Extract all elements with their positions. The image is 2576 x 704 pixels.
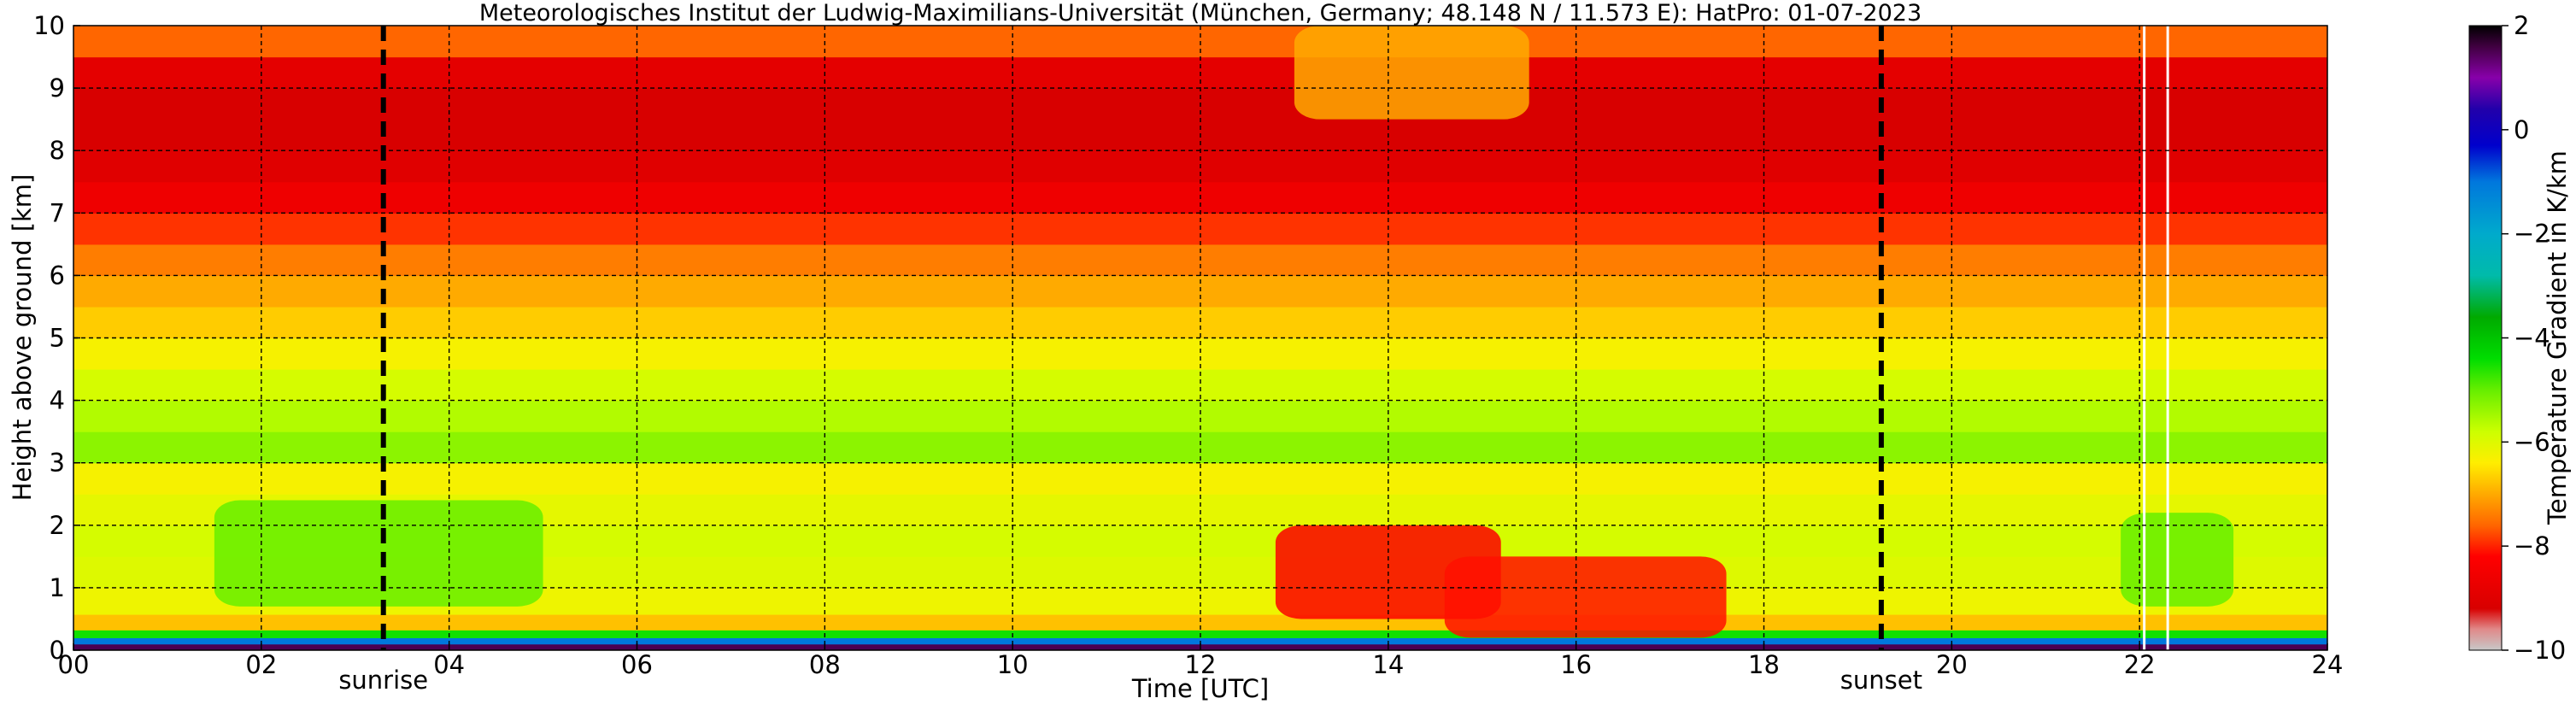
x-tick-label: 00	[58, 650, 90, 679]
x-tick-label: 24	[2312, 650, 2344, 679]
y-axis-ticks: 0 1 2 3 4 5 6 7 8 9 10	[33, 11, 80, 665]
event-lines	[380, 26, 1884, 650]
colorbar-tick-label: 2	[2514, 11, 2529, 40]
x-axis-label: Time [UTC]	[1131, 674, 1269, 703]
x-tick-label: 02	[245, 650, 277, 679]
x-tick-label: 16	[1560, 650, 1592, 679]
y-tick-label: 7	[50, 198, 65, 227]
event-labels: sunrise sunset	[338, 666, 1922, 695]
colorbar-tick-label: −10	[2514, 636, 2566, 665]
x-tick-label: 18	[1748, 650, 1780, 679]
y-tick-label: 2	[50, 511, 65, 540]
y-tick-label: 10	[33, 11, 65, 40]
y-tick-label: 8	[50, 136, 65, 165]
heatmap-zone	[214, 500, 543, 607]
heatmap-zone	[1444, 556, 1727, 638]
colorbar-tick-label: −8	[2514, 531, 2550, 560]
x-tick-label: 14	[1372, 650, 1404, 679]
x-tick-label: 06	[621, 650, 653, 679]
colorbar-tick-label: −4	[2514, 324, 2550, 353]
y-tick-label: 9	[50, 73, 65, 103]
x-tick-label: 04	[433, 650, 465, 679]
colorbar-tick-label: −2	[2514, 220, 2550, 249]
x-axis-ticks: 00 02 04 06 08 10 12 14 16 18 20 22 24	[58, 643, 2344, 679]
colorbar	[2468, 25, 2503, 651]
grid-lines	[73, 26, 2327, 650]
y-axis-label: Height above ground [km]	[8, 174, 37, 502]
y-tick-label: 4	[50, 386, 65, 415]
x-tick-label: 20	[1936, 650, 1968, 679]
colorbar-ticks: 2 0 −2 −4 −6 −8 −10	[2502, 11, 2566, 665]
colorbar-tick-label: 0	[2514, 115, 2529, 144]
y-tick-label: 5	[50, 324, 65, 353]
x-tick-label: 22	[2124, 650, 2156, 679]
y-tick-label: 3	[50, 449, 65, 478]
x-tick-label: 12	[1185, 650, 1217, 679]
x-tick-label: 08	[809, 650, 841, 679]
colorbar-tick-label: −6	[2514, 427, 2550, 456]
event-label-sunset: sunset	[1840, 666, 1922, 695]
chart-title: Meteorologisches Institut der Ludwig-Max…	[479, 0, 1922, 26]
event-label-sunrise: sunrise	[338, 666, 428, 695]
heatmap-zone	[1294, 26, 1529, 120]
x-tick-label: 10	[997, 650, 1029, 679]
y-tick-label: 1	[50, 573, 65, 602]
y-tick-label: 0	[50, 636, 65, 665]
y-tick-label: 6	[50, 261, 65, 290]
colorbar-label: Temperature Gradient in K/km	[2543, 150, 2572, 525]
heatmap-zone	[2121, 513, 2234, 607]
